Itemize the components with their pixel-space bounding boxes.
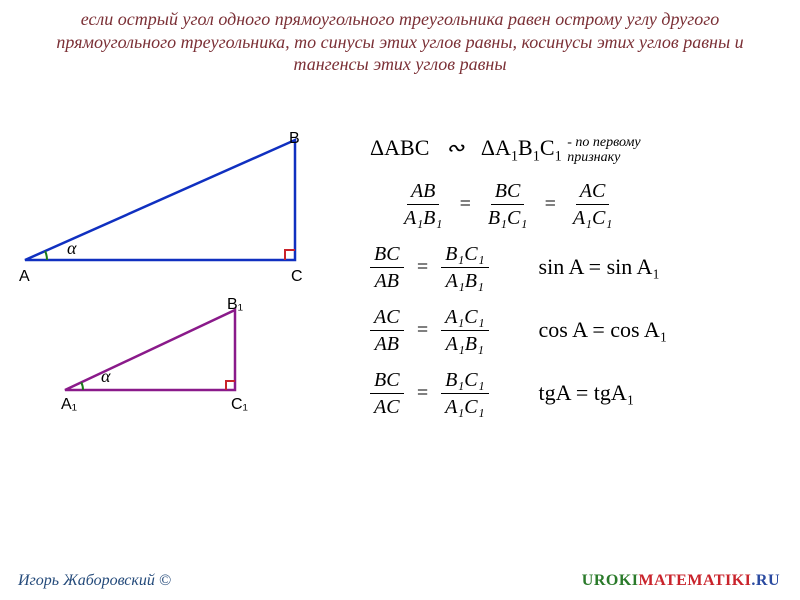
math-column: ΔABC ∾ ΔA1B1C1 - по первому признаку ABA… (370, 135, 780, 418)
tg-row: BCAC = B₁C₁A₁C₁ tgA = tgA₁ (370, 369, 780, 418)
angle-alpha-1: α (67, 238, 76, 259)
angle-alpha-2: α (101, 366, 110, 387)
label-a1: A₁ (61, 396, 77, 414)
theorem-text: если острый угол одного прямоугольного т… (20, 8, 780, 76)
cos-result: cos A = cos A₁ (539, 317, 668, 343)
triangle-a1b1c1 (55, 300, 295, 420)
cos-row: ACAB = A₁C₁A₁B₁ cos A = cos A₁ (370, 306, 780, 355)
label-b1: B₁ (227, 296, 243, 314)
sin-result: sin A = sin A₁ (539, 254, 661, 280)
label-a: A (19, 268, 30, 286)
triangle-abc (15, 130, 335, 290)
label-b: B (289, 130, 300, 148)
label-c1: C₁ (231, 396, 248, 414)
tg-result: tgA = tgA₁ (539, 380, 635, 406)
author-credit: Игорь Жаборовский © (18, 572, 171, 590)
sin-row: BCAB = B₁C₁A₁B₁ sin A = sin A₁ (370, 243, 780, 292)
proportion-triple: ABA₁B₁ = BCB₁C₁ = ACA₁C₁ (400, 180, 780, 229)
diagrams-area: B A C α B₁ A₁ C₁ α (15, 130, 335, 420)
similarity-statement: ΔABC ∾ ΔA1B1C1 - по первому признаку (370, 135, 780, 166)
site-credit: UROKIMATEMATIKI.RU (582, 572, 780, 590)
similarity-note: - по первому признаку (567, 135, 640, 166)
label-c: C (291, 268, 303, 286)
